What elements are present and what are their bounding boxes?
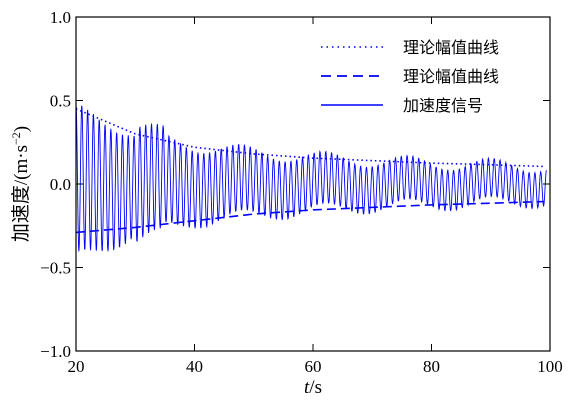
legend-label-3: 加速度信号 [403, 96, 483, 115]
series-acceleration-signal [75, 105, 547, 252]
axis-ticks: 20 40 60 80 100 −1.0 −0.5 0.0 0.5 1.0 [40, 8, 563, 376]
y-axis-label: 加速度/(m·s−2) [9, 126, 32, 242]
y-tick-label: −1.0 [40, 342, 71, 361]
x-tick-label: 80 [423, 357, 440, 376]
plot-area [75, 105, 547, 252]
series-theory-upper [75, 108, 545, 168]
legend-label-1: 理论幅值曲线 [403, 38, 499, 57]
x-tick-label: 60 [305, 357, 322, 376]
svg-text:加速度/(m·s−2): 加速度/(m·s−2) [9, 126, 32, 242]
y-tick-label: −0.5 [40, 259, 71, 278]
x-tick-label: 100 [537, 357, 563, 376]
series-theory-lower [75, 200, 545, 234]
legend-label-2: 理论幅值曲线 [403, 67, 499, 86]
legend: 理论幅值曲线 理论幅值曲线 加速度信号 [321, 38, 499, 115]
x-tick-label: 20 [68, 357, 85, 376]
y-tick-label: 1.0 [50, 8, 71, 27]
x-tick-label: 40 [186, 357, 203, 376]
y-tick-label: 0.0 [50, 175, 71, 194]
x-axis-label: t/s [304, 377, 322, 398]
y-tick-label: 0.5 [50, 92, 71, 111]
